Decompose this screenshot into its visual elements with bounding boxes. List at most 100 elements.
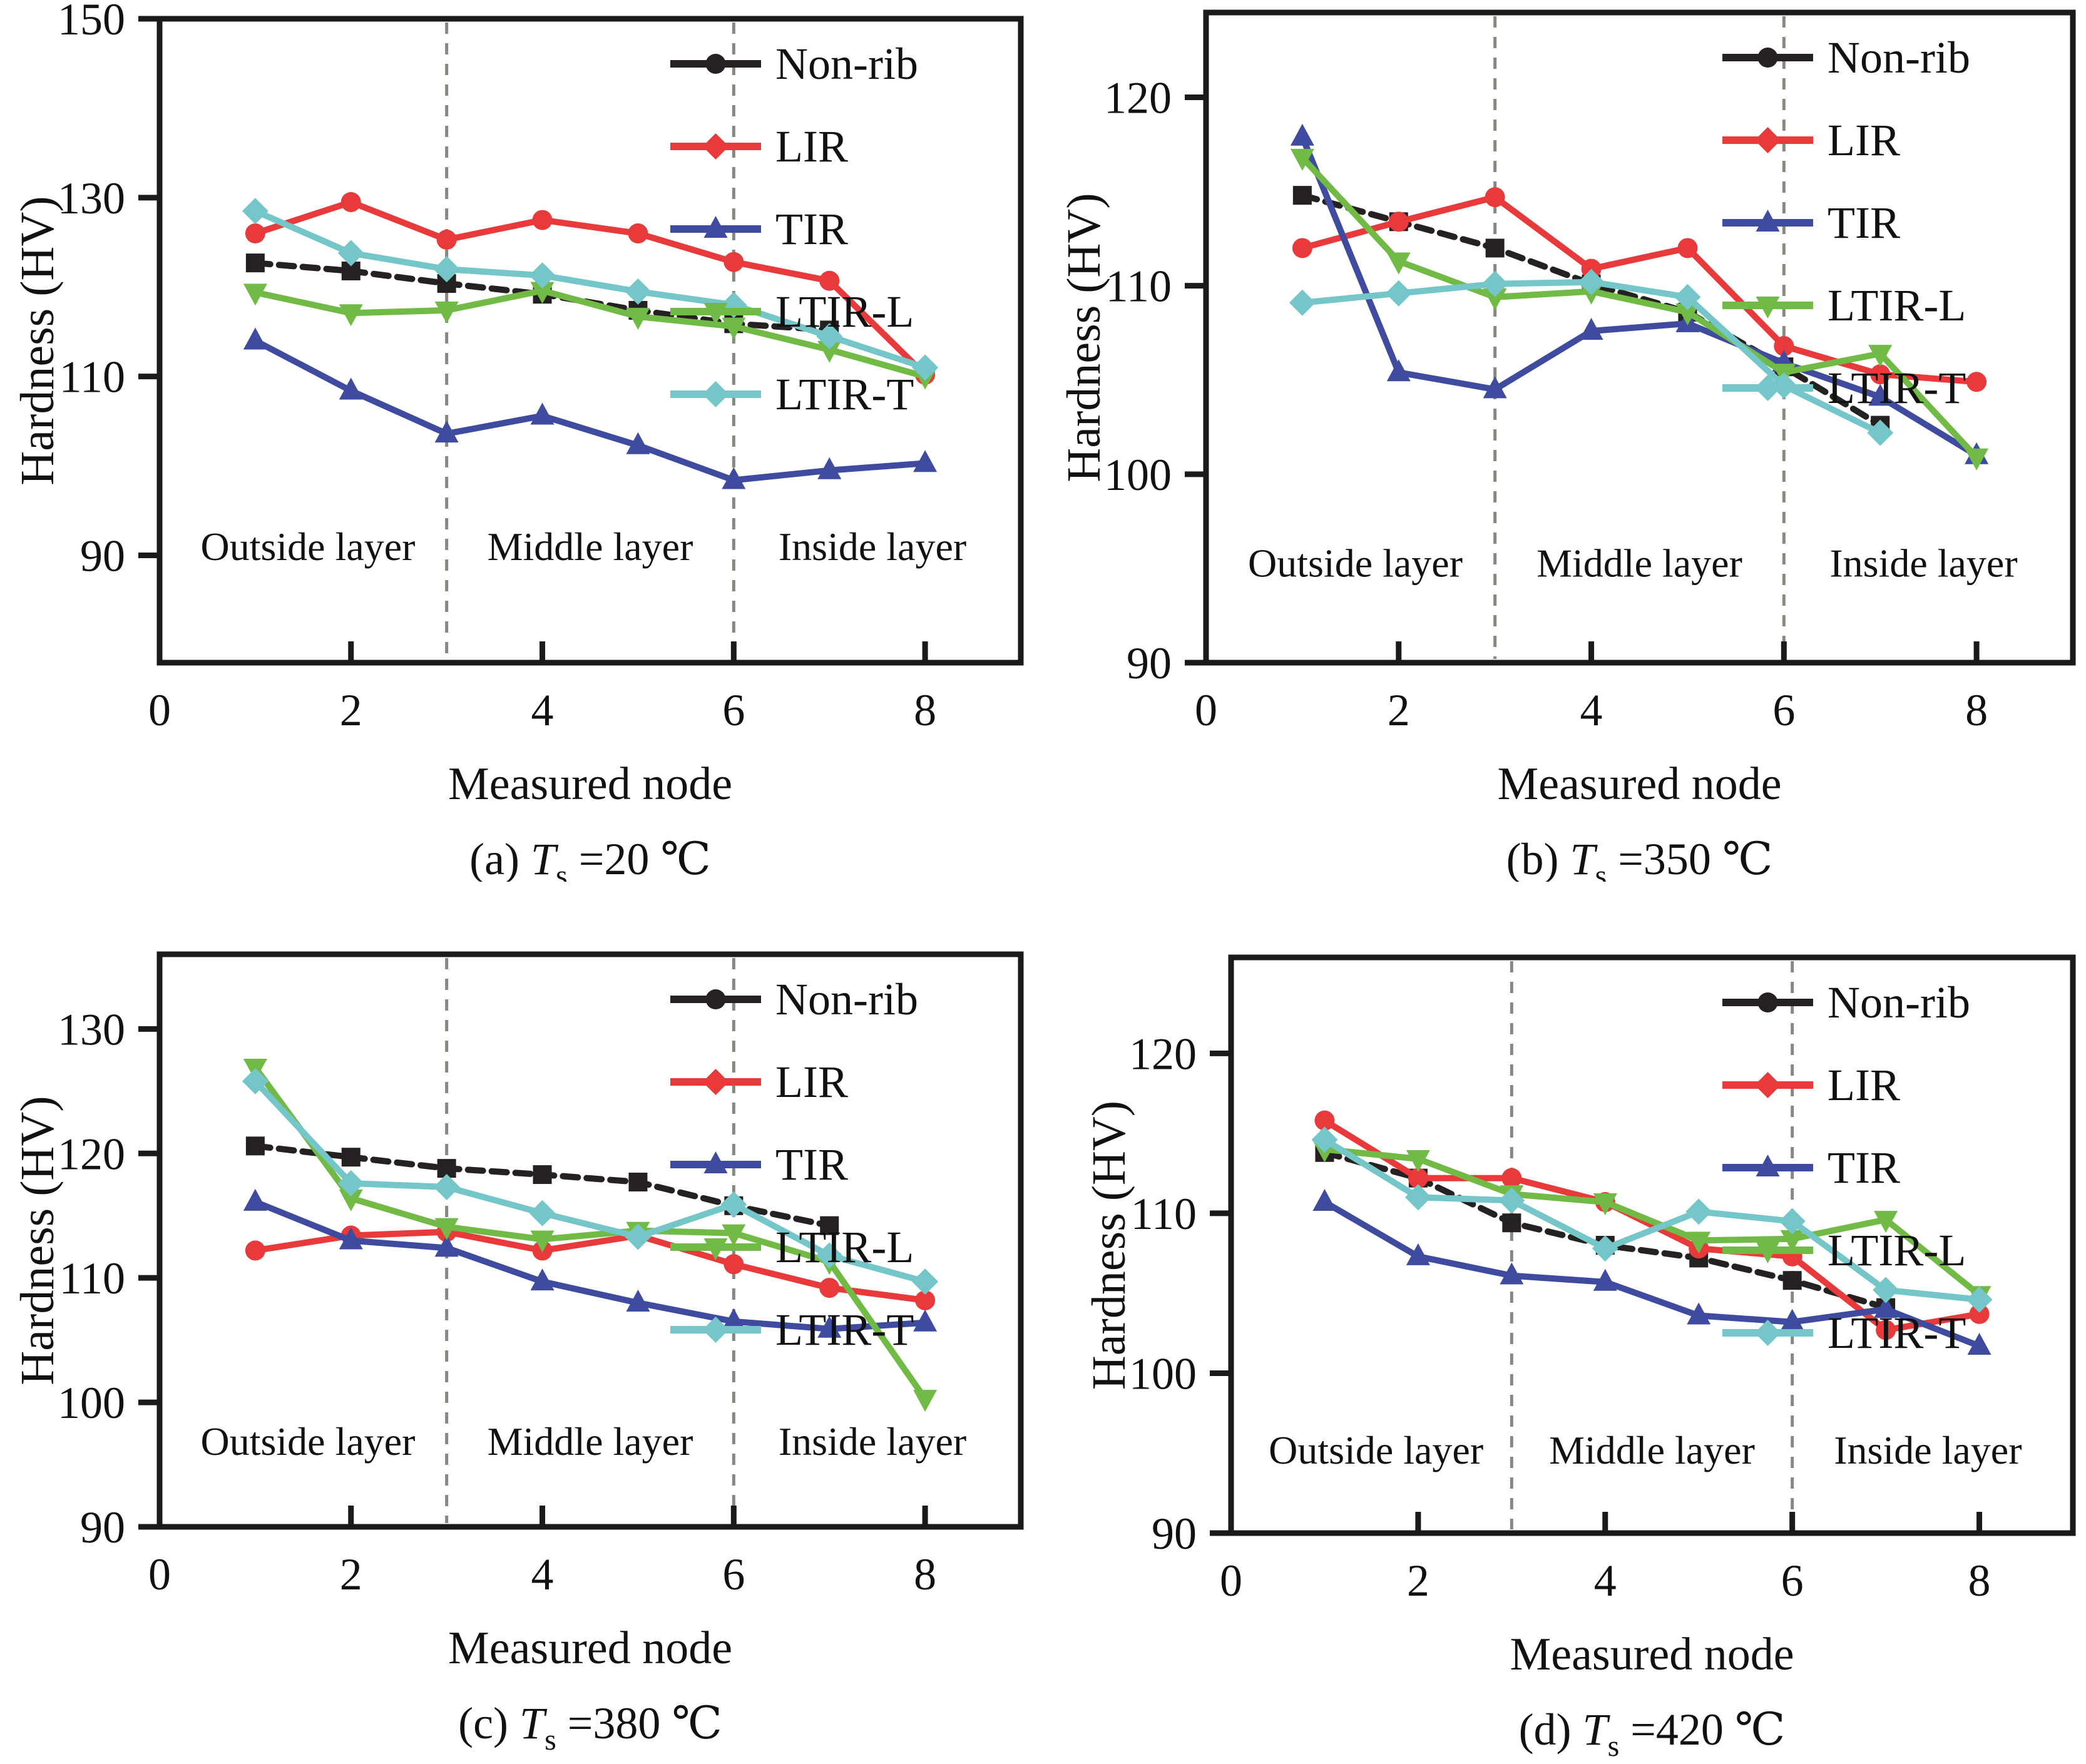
data-point-marker bbox=[1873, 1277, 1899, 1303]
data-point-marker bbox=[339, 304, 363, 327]
chart-canvas-d: Outside layer Middle layer Inside layer 90 1… bbox=[1083, 954, 2076, 1763]
legend-item-LTIR-T: LTIR-T bbox=[670, 369, 914, 419]
legend-item-LTIR-T: LTIR-T bbox=[1722, 363, 1966, 413]
x-axis-title: Measured node bbox=[448, 758, 732, 810]
y-tick-label: 100 bbox=[58, 1378, 125, 1428]
data-point-marker bbox=[1292, 186, 1312, 205]
x-axis-title: Measured node bbox=[448, 1623, 732, 1674]
data-point-marker bbox=[1290, 123, 1314, 146]
data-point-marker bbox=[1754, 127, 1781, 153]
data-point-marker bbox=[1485, 238, 1505, 258]
data-point-marker bbox=[820, 1216, 839, 1235]
legend-item-Non-rib: Non-rib bbox=[670, 39, 918, 89]
data-point-marker bbox=[1874, 1296, 1898, 1318]
data-point-marker bbox=[529, 1200, 556, 1226]
layer-region-label: Middle layer bbox=[488, 524, 693, 569]
x-tick-label: 0 bbox=[1220, 1556, 1242, 1606]
legend-label: LTIR-L bbox=[1828, 1225, 1966, 1275]
data-point-marker bbox=[1757, 992, 1778, 1012]
x-tick-label: 4 bbox=[531, 1549, 554, 1599]
data-point-marker bbox=[1314, 1110, 1335, 1131]
layer-region-label: Middle layer bbox=[1549, 1428, 1755, 1472]
legend-item-LTIR-L: LTIR-L bbox=[1722, 1225, 1966, 1275]
data-point-marker bbox=[1876, 1320, 1896, 1340]
data-point-marker bbox=[1687, 1231, 1711, 1254]
data-point-marker bbox=[1754, 1320, 1781, 1346]
data-point-marker bbox=[703, 216, 728, 238]
chart-panel-b: Outside layer Middle layer Inside layer 90 1… bbox=[1043, 0, 2086, 882]
y-axis-title: Hardness (HV) bbox=[11, 1096, 64, 1385]
series-line-LTIR-L bbox=[252, 1064, 929, 1402]
chart-panel-c: Outside layer Middle layer Inside layer 90 1… bbox=[0, 882, 1043, 1764]
legend-item-LTIR-L: LTIR-L bbox=[670, 1222, 914, 1272]
x-tick-label: 0 bbox=[148, 1549, 171, 1599]
legend-label: LIR bbox=[775, 1057, 848, 1107]
data-point-marker bbox=[433, 1173, 460, 1200]
y-tick-label: 120 bbox=[1129, 1029, 1197, 1079]
y-tick-label: 110 bbox=[59, 352, 125, 402]
layer-region-label: Outside layer bbox=[200, 1419, 415, 1464]
data-point-marker bbox=[1868, 384, 1893, 406]
data-point-marker bbox=[1757, 48, 1778, 68]
layer-region-label: Inside layer bbox=[1834, 1428, 2022, 1472]
data-point-marker bbox=[1593, 1193, 1617, 1215]
data-point-marker bbox=[339, 1227, 363, 1250]
data-point-marker bbox=[626, 307, 650, 330]
x-tick-label: 4 bbox=[531, 685, 554, 735]
legend-label: LIR bbox=[1828, 1060, 1900, 1110]
plot-border bbox=[156, 16, 1024, 666]
data-point-marker bbox=[1867, 419, 1894, 446]
data-point-marker bbox=[817, 340, 842, 363]
data-point-marker bbox=[1870, 364, 1891, 385]
data-point-marker bbox=[242, 198, 268, 225]
legend-item-LTIR-L: LTIR-L bbox=[670, 287, 914, 337]
legend-label: LTIR-L bbox=[775, 287, 914, 337]
data-point-marker bbox=[816, 1242, 843, 1269]
data-point-marker bbox=[720, 1191, 747, 1218]
data-point-marker bbox=[339, 377, 363, 400]
data-point-marker bbox=[530, 1268, 555, 1291]
data-point-marker bbox=[434, 1235, 459, 1257]
y-axis-title: Hardness (HV) bbox=[11, 196, 64, 485]
layer-region-label: Outside layer bbox=[200, 524, 415, 569]
data-point-marker bbox=[702, 1317, 729, 1343]
legend-item-LTIR-T: LTIR-T bbox=[1722, 1308, 1966, 1358]
data-point-marker bbox=[1780, 1308, 1804, 1331]
panel-caption: (b) Ts =350 ℃ bbox=[1506, 834, 1773, 882]
x-tick-label: 8 bbox=[1968, 1556, 1991, 1606]
data-point-marker bbox=[1677, 238, 1698, 258]
data-point-marker bbox=[913, 1309, 938, 1332]
data-point-marker bbox=[702, 381, 729, 407]
legend-item-LIR: LIR bbox=[1722, 115, 1900, 165]
x-tick-label: 2 bbox=[340, 1549, 362, 1599]
data-point-marker bbox=[705, 989, 726, 1009]
legend-label: TIR bbox=[1828, 1143, 1900, 1193]
data-point-marker bbox=[1965, 448, 1989, 471]
data-point-marker bbox=[1388, 212, 1409, 232]
y-axis-title: Hardness (HV) bbox=[1083, 1101, 1135, 1390]
data-point-marker bbox=[533, 1165, 552, 1185]
legend-label: Non-rib bbox=[1828, 33, 1970, 83]
series-line-LIR bbox=[252, 1228, 929, 1303]
data-point-marker bbox=[1756, 210, 1780, 232]
data-point-marker bbox=[1675, 303, 1700, 325]
legend-item-TIR: TIR bbox=[1722, 198, 1900, 248]
data-point-marker bbox=[434, 301, 459, 324]
x-tick-label: 8 bbox=[1965, 685, 1988, 735]
data-point-marker bbox=[532, 210, 553, 230]
data-point-marker bbox=[243, 327, 267, 350]
legend-label: LTIR-L bbox=[1828, 280, 1966, 330]
legend-label: TIR bbox=[775, 204, 848, 254]
legend-item-LIR: LIR bbox=[670, 1057, 848, 1107]
x-tick-label: 0 bbox=[1195, 685, 1217, 735]
legend-label: LTIR-T bbox=[775, 1305, 914, 1355]
y-tick-label: 90 bbox=[1127, 638, 1172, 688]
y-tick-label: 100 bbox=[1129, 1348, 1197, 1399]
data-point-marker bbox=[628, 1173, 648, 1192]
series-line-LTIR-L bbox=[1321, 1146, 1983, 1298]
data-point-marker bbox=[245, 1136, 265, 1156]
x-axis-title: Measured node bbox=[1497, 758, 1781, 810]
data-point-marker bbox=[529, 262, 556, 289]
data-point-marker bbox=[626, 1289, 650, 1312]
